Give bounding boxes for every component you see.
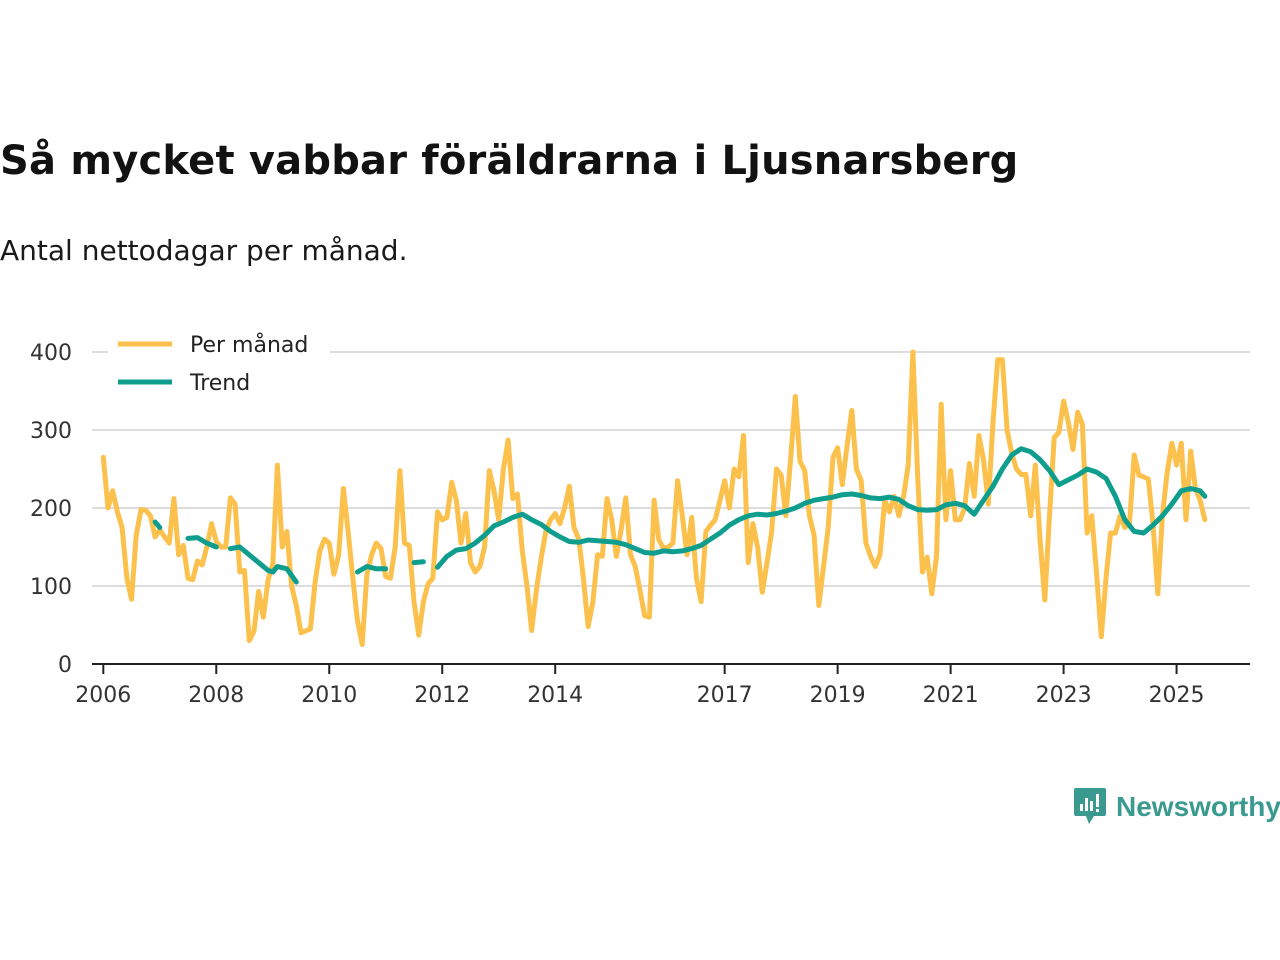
- x-tick-label-2014: 2014: [527, 683, 583, 708]
- brand-name: Newsworthy: [1116, 791, 1280, 822]
- legend-label-monthly: Per månad: [190, 332, 308, 358]
- x-tick-label-2023: 2023: [1036, 683, 1092, 708]
- x-tick-label-2006: 2006: [75, 683, 131, 708]
- x-tick-label-2021: 2021: [923, 683, 979, 708]
- y-tick-label-400: 400: [30, 341, 72, 366]
- y-tick-label-200: 200: [30, 497, 72, 522]
- trend-line-segment-0: [152, 519, 163, 530]
- x-tick-label-2017: 2017: [697, 683, 753, 708]
- trend-line-segment-6: [411, 559, 426, 566]
- x-tick-label-2008: 2008: [188, 683, 244, 708]
- y-tick-label-0: 0: [58, 653, 72, 678]
- x-tick-label-2025: 2025: [1149, 683, 1205, 708]
- newsworthy-logo-icon: [1074, 788, 1106, 824]
- trend-line-segment-3: [227, 544, 299, 585]
- trend-line-segment-7: [435, 446, 1208, 570]
- chart-subtitle: Antal nettodagar per månad.: [0, 234, 408, 267]
- trend-line-segment-4: [355, 564, 389, 575]
- chart-title: Så mycket vabbar föräldrarna i Ljusnarsb…: [0, 138, 1019, 184]
- x-tick-label-2019: 2019: [810, 683, 866, 708]
- y-tick-label-100: 100: [30, 575, 72, 600]
- monthly-line-segment-0: [100, 349, 1208, 647]
- x-tick-label-2010: 2010: [301, 683, 357, 708]
- series-lines: [100, 349, 1208, 647]
- y-axis-ticks: 0 100 200 300 400: [30, 341, 72, 678]
- trend-line-segment-2: [185, 535, 219, 550]
- x-tick-label-2012: 2012: [414, 683, 470, 708]
- brand-logo: Newsworthy: [1072, 786, 1280, 828]
- y-tick-label-300: 300: [30, 419, 72, 444]
- legend: Per månad Trend: [108, 326, 330, 402]
- legend-background: [108, 326, 330, 402]
- x-axis-ticks: 2006 2008 2010 2012 2014 2017 2019 2021 2023 2025: [75, 663, 1250, 708]
- legend-label-trend: Trend: [189, 371, 250, 396]
